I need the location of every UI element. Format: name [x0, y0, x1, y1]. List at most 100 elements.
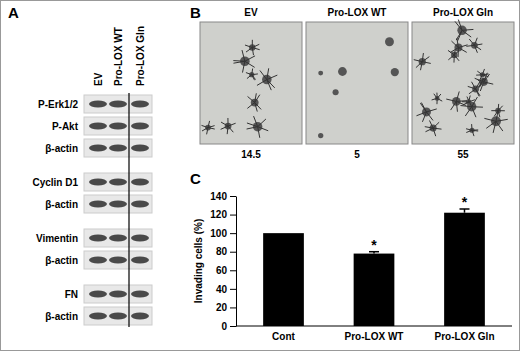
colony-spike — [482, 69, 484, 75]
colony-spike — [257, 80, 267, 86]
colony-body — [318, 133, 323, 138]
lane-label: Pro-LOX WT — [113, 27, 124, 86]
colony-spike — [498, 110, 505, 111]
figure: AEVPro-LOX WTPro-LOX GlnP-Erk1/2P-Aktβ-a… — [0, 0, 520, 351]
colony-spike — [448, 55, 454, 60]
band — [131, 145, 149, 152]
colony-body — [385, 37, 394, 46]
band — [131, 235, 149, 242]
blot — [84, 251, 152, 269]
panel-label: C — [190, 170, 201, 187]
significance: * — [371, 237, 377, 253]
y-tick-mark — [230, 326, 236, 327]
colony — [201, 121, 214, 134]
blot-label: β-actin — [45, 255, 78, 266]
colony-spike — [233, 61, 244, 63]
y-axis-title: Invading cells (%) — [193, 219, 204, 303]
colony-spike — [252, 44, 259, 47]
colony-spike — [496, 121, 503, 131]
blot-label: β-actin — [45, 199, 78, 210]
colony-spike — [474, 45, 477, 52]
y-tick-label: 100 — [210, 228, 227, 239]
colony — [338, 67, 347, 76]
colony-spike — [246, 73, 252, 75]
colony-spike — [422, 62, 431, 64]
band — [109, 257, 127, 264]
colony — [246, 69, 258, 81]
band — [89, 291, 107, 298]
colony-spike — [436, 98, 437, 104]
colony — [450, 38, 467, 57]
colony-spike — [221, 126, 228, 129]
x-tick-label: Pro-LOX WT — [345, 331, 404, 342]
colony-spike — [466, 129, 472, 130]
blot-label: P-Akt — [52, 121, 79, 132]
x-tick-label: Pro-LOX Gln — [434, 331, 494, 342]
frame — [1, 1, 520, 351]
colony-spike — [496, 110, 498, 122]
colony-spike — [425, 128, 433, 132]
y-tick: 80 — [216, 246, 236, 257]
colony-spike — [233, 60, 245, 62]
panel-label: A — [8, 4, 19, 21]
colony — [385, 37, 394, 46]
colony — [221, 118, 236, 134]
y-tick: 140 — [210, 191, 236, 202]
band — [89, 145, 107, 152]
colony-spike — [472, 107, 476, 117]
colony-spike — [258, 127, 260, 138]
colony-spike — [242, 50, 245, 61]
colony-spike — [432, 98, 438, 100]
colony-spike — [245, 45, 252, 48]
y-tick-mark — [230, 252, 236, 253]
colony-spike — [433, 128, 441, 129]
band — [109, 179, 127, 186]
bar — [444, 213, 485, 326]
colony-spike — [437, 94, 441, 98]
colony-count: 55 — [457, 149, 469, 160]
colony-spike — [254, 116, 258, 127]
band — [109, 123, 127, 130]
colony-spike — [472, 82, 476, 89]
colony — [484, 110, 507, 133]
colony-spike — [482, 75, 488, 77]
colony-spike — [471, 124, 472, 130]
colony-spike — [267, 80, 271, 91]
colony-spike — [425, 127, 433, 128]
colony-spike — [437, 98, 442, 101]
photo — [200, 22, 302, 144]
colony-body — [333, 89, 339, 95]
colony-spike — [453, 55, 454, 63]
band — [89, 123, 107, 130]
y-tick-label: 80 — [216, 246, 228, 257]
colony-spike — [477, 71, 482, 75]
colony-spike — [247, 75, 252, 79]
colony — [257, 68, 277, 90]
colony — [448, 47, 460, 62]
colony-spike — [245, 56, 255, 61]
blot-label: P-Erk1/2 — [38, 99, 78, 110]
colony — [247, 93, 261, 111]
colony-spike — [426, 112, 433, 121]
y-tick: 120 — [210, 209, 236, 220]
y-tick: 40 — [216, 284, 236, 295]
colony-spike — [252, 48, 253, 56]
colony-spike — [258, 119, 266, 127]
bars — [263, 209, 485, 326]
band — [89, 179, 107, 186]
colony-spike — [472, 97, 478, 107]
colony-count: 5 — [354, 149, 360, 160]
band — [89, 257, 107, 264]
colony-spike — [474, 44, 482, 45]
colony-spike — [414, 60, 422, 62]
colony-spike — [456, 100, 466, 102]
colony-body — [391, 68, 399, 76]
colony-spike — [221, 122, 228, 126]
colony-spike — [245, 61, 255, 67]
y-tick-label: 40 — [216, 284, 228, 295]
y-axis-line — [236, 197, 237, 327]
lane-separator — [128, 93, 129, 327]
band — [89, 101, 107, 108]
colony-spike — [472, 106, 483, 107]
colony-spike — [255, 95, 260, 103]
